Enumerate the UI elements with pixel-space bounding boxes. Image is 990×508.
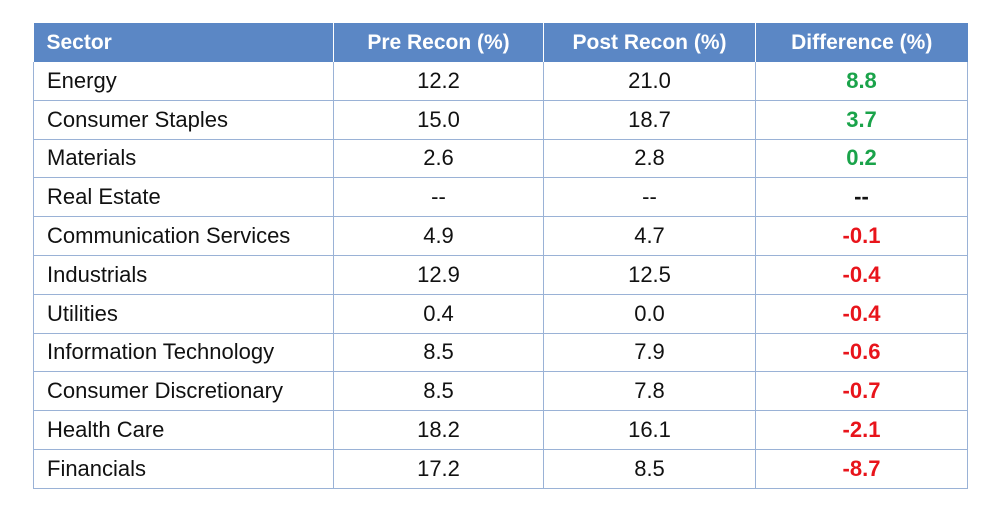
column-header-post-recon: Post Recon (%) [543,23,756,62]
table-row: Consumer Discretionary 8.5 7.8 -0.7 [33,371,968,412]
cell-post-recon: 21.0 [543,62,756,101]
cell-difference: 3.7 [755,100,968,140]
cell-post-recon: 0.0 [543,294,756,334]
cell-pre-recon: 4.9 [333,216,544,256]
cell-pre-recon: -- [333,177,544,218]
cell-sector: Utilities [33,294,334,334]
table-row: Consumer Staples 15.0 18.7 3.7 [33,100,968,140]
cell-pre-recon: 12.2 [333,62,544,101]
cell-sector: Communication Services [33,216,334,256]
cell-sector: Real Estate [33,177,334,218]
header-row: Sector Pre Recon (%) Post Recon (%) Diff… [33,23,968,62]
cell-pre-recon: 17.2 [333,449,544,489]
table-row: Financials 17.2 8.5 -8.7 [33,449,968,489]
cell-post-recon: 2.8 [543,139,756,179]
cell-post-recon: 12.5 [543,255,756,295]
cell-sector: Industrials [33,255,334,295]
table-row: Communication Services 4.9 4.7 -0.1 [33,216,968,256]
table-header: Sector Pre Recon (%) Post Recon (%) Diff… [33,23,968,62]
table-row: Utilities 0.4 0.0 -0.4 [33,294,968,334]
cell-post-recon: 8.5 [543,449,756,489]
cell-pre-recon: 8.5 [333,333,544,373]
cell-pre-recon: 8.5 [333,371,544,412]
cell-difference: -0.4 [755,255,968,295]
table-row: Materials 2.6 2.8 0.2 [33,139,968,179]
cell-post-recon: 7.8 [543,371,756,412]
cell-difference: -0.4 [755,294,968,334]
column-header-pre-recon: Pre Recon (%) [333,23,544,62]
cell-sector: Materials [33,139,334,179]
cell-sector: Consumer Discretionary [33,371,334,412]
cell-difference: 0.2 [755,139,968,179]
cell-sector: Consumer Staples [33,100,334,140]
column-header-difference: Difference (%) [755,23,968,62]
cell-sector: Information Technology [33,333,334,373]
cell-difference: 8.8 [755,62,968,101]
table-row: Real Estate -- -- -- [33,177,968,218]
cell-post-recon: 4.7 [543,216,756,256]
cell-post-recon: 16.1 [543,410,756,450]
cell-pre-recon: 0.4 [333,294,544,334]
cell-post-recon: -- [543,177,756,218]
table-row: Information Technology 8.5 7.9 -0.6 [33,333,968,373]
cell-pre-recon: 2.6 [333,139,544,179]
cell-sector: Health Care [33,410,334,450]
cell-pre-recon: 18.2 [333,410,544,450]
cell-difference: -0.7 [755,371,968,412]
cell-difference: -8.7 [755,449,968,489]
table-body: Energy 12.2 21.0 8.8 Consumer Staples 15.0 18.… [33,62,968,489]
cell-post-recon: 18.7 [543,100,756,140]
cell-sector: Financials [33,449,334,489]
cell-difference: -- [755,177,968,218]
column-header-sector: Sector [33,23,334,62]
cell-pre-recon: 15.0 [333,100,544,140]
cell-difference: -0.1 [755,216,968,256]
cell-post-recon: 7.9 [543,333,756,373]
cell-pre-recon: 12.9 [333,255,544,295]
cell-difference: -0.6 [755,333,968,373]
table-row: Industrials 12.9 12.5 -0.4 [33,255,968,295]
cell-difference: -2.1 [755,410,968,450]
table-row: Health Care 18.2 16.1 -2.1 [33,410,968,450]
table-row: Energy 12.2 21.0 8.8 [33,62,968,101]
cell-sector: Energy [33,62,334,101]
data-table: Sector Pre Recon (%) Post Recon (%) Diff… [33,23,968,489]
sector-reconstitution-table: Sector Pre Recon (%) Post Recon (%) Diff… [33,23,968,489]
